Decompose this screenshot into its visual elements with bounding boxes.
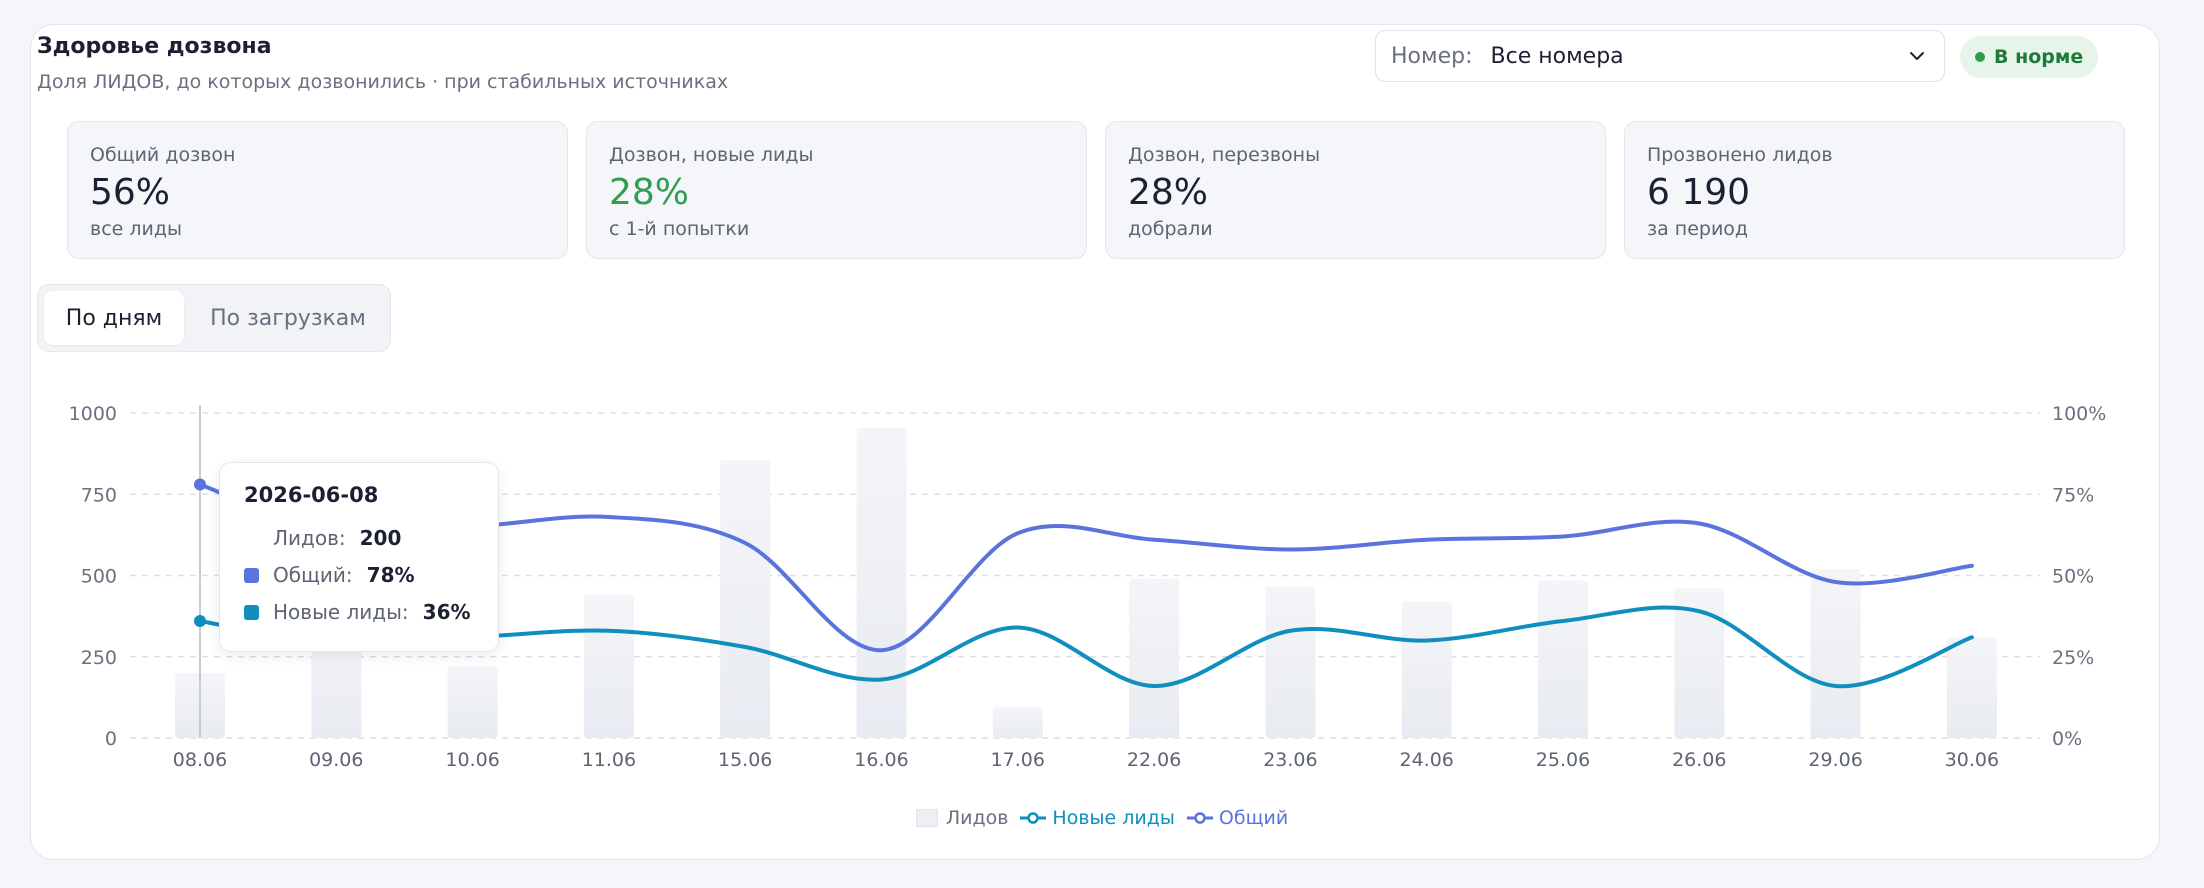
- tab-by-days[interactable]: По дням: [44, 291, 184, 345]
- status-badge: В норме: [1960, 36, 2099, 78]
- status-dot-icon: [1975, 52, 1985, 62]
- kpi-value: 28%: [1128, 172, 1209, 213]
- tooltip-row-total: Общий: 78%: [244, 562, 415, 588]
- legend-item-total[interactable]: Общий: [1186, 807, 1289, 829]
- tooltip-date: 2026-06-08: [244, 483, 379, 507]
- kpi-label: Дозвон, перезвоны: [1128, 144, 1321, 166]
- legend-label: Лидов: [945, 807, 1009, 829]
- chevron-down-icon: [1910, 52, 1924, 60]
- card-title: Здоровье дозвона: [37, 34, 272, 59]
- chart-legend: Лидов Новые лиды Общий: [0, 804, 2204, 832]
- bar-swatch-icon: [915, 809, 938, 827]
- kpi-value: 6 190: [1647, 172, 1751, 213]
- total-swatch-icon: [244, 567, 259, 583]
- tooltip-row-value: 200: [359, 526, 402, 550]
- kpi-total-dial: Общий дозвон 56% все лиды: [67, 121, 568, 259]
- number-select-label: Номер:: [1391, 43, 1473, 69]
- kpi-label: Прозвонено лидов: [1647, 144, 1833, 166]
- kpi-label: Общий дозвон: [90, 144, 236, 166]
- tooltip-row-label: Новые лиды:: [273, 600, 409, 624]
- number-select[interactable]: Номер: Все номера: [1375, 30, 1945, 82]
- kpi-sub: добрали: [1128, 218, 1213, 240]
- kpi-recalls: Дозвон, перезвоны 28% добрали: [1105, 121, 1606, 259]
- kpi-new-leads: Дозвон, новые лиды 28% с 1-й попытки: [586, 121, 1087, 259]
- tooltip-row-leads: Лидов: 200: [273, 525, 401, 551]
- kpi-sub: с 1-й попытки: [609, 218, 750, 240]
- chart-tooltip: 2026-06-08 Лидов: 200 Общий: 78% Новые л…: [219, 462, 499, 652]
- tab-by-uploads[interactable]: По загрузкам: [210, 305, 366, 331]
- tooltip-row-value: 36%: [422, 600, 471, 624]
- kpi-sub: за период: [1647, 218, 1749, 240]
- view-toggle: По дням По загрузкам: [37, 284, 391, 352]
- tooltip-row-new-leads: Новые лиды: 36%: [244, 599, 471, 625]
- kpi-value: 28%: [609, 172, 690, 213]
- kpi-label: Дозвон, новые лиды: [609, 144, 814, 166]
- kpi-value: 56%: [90, 172, 171, 213]
- legend-item-leads[interactable]: Лидов: [915, 807, 1009, 829]
- legend-label: Общий: [1218, 807, 1289, 829]
- number-select-value: Все номера: [1490, 43, 1624, 69]
- tooltip-row-value: 78%: [366, 563, 415, 587]
- legend-label: Новые лиды: [1052, 807, 1175, 829]
- new-leads-swatch-icon: [244, 604, 259, 620]
- legend-item-new-leads[interactable]: Новые лиды: [1020, 807, 1175, 829]
- line-marker-icon: [1020, 812, 1047, 824]
- kpi-sub: все лиды: [90, 218, 183, 240]
- tooltip-row-label: Лидов:: [273, 526, 346, 550]
- tooltip-row-label: Общий:: [273, 563, 353, 587]
- line-marker-icon: [1186, 812, 1213, 824]
- kpi-leads-called: Прозвонено лидов 6 190 за период: [1624, 121, 2125, 259]
- status-badge-label: В норме: [1994, 46, 2084, 68]
- card-subtitle: Доля ЛИДОВ, до которых дозвонились · при…: [37, 71, 729, 93]
